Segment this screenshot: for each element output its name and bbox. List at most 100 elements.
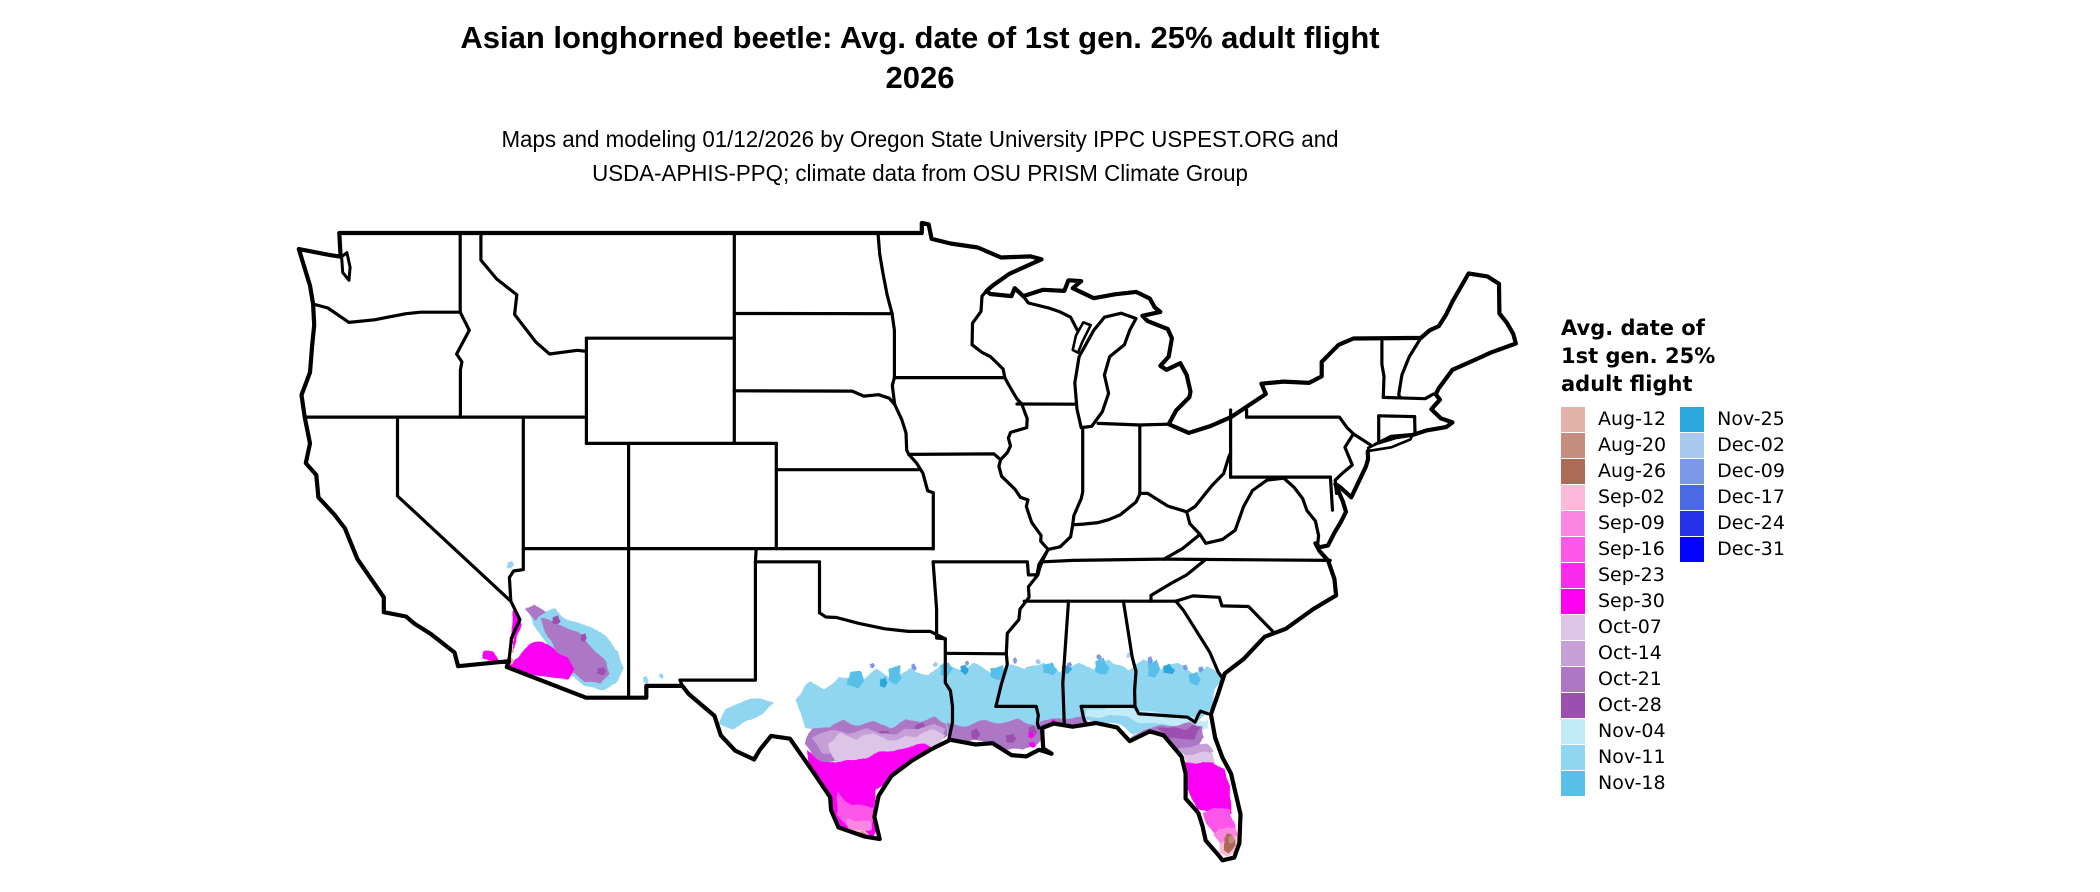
region-oct-28	[970, 729, 981, 741]
legend-column-1: Aug-12 Aug-20 Aug-26 Sep-02 Sep-09 Sep-16 Sep-…	[1561, 406, 1666, 796]
region-sep-30	[508, 644, 576, 681]
region-dec-09	[964, 661, 971, 668]
legend-label: Sep-02	[1598, 486, 1665, 508]
legend-swatch-Nov-25	[1680, 406, 1705, 432]
region-nov-25	[878, 676, 889, 689]
legend-swatch-Dec-17	[1680, 484, 1705, 510]
state-border-line	[1096, 421, 1171, 427]
region-aug-20	[1226, 836, 1232, 844]
state-border-line	[1133, 704, 1210, 724]
legend-swatch-Sep-30	[1561, 588, 1585, 614]
legend-swatch-Oct-21	[1561, 666, 1585, 692]
region-dec-09	[1148, 657, 1154, 664]
legend-label: Oct-21	[1598, 668, 1662, 690]
region-nov-04	[1085, 706, 1208, 731]
legend-row: Nov-04	[1561, 718, 1666, 744]
page-title-line2: 2026	[885, 60, 955, 95]
region-aug-12	[1208, 871, 1212, 875]
legend-row: Oct-28	[1561, 692, 1666, 718]
legend-label: Aug-20	[1598, 434, 1667, 456]
region-oct-28	[581, 635, 590, 646]
state-border-line	[1079, 704, 1088, 727]
legend-label: Dec-09	[1717, 460, 1785, 482]
state-border-line	[1149, 557, 1208, 603]
subtitle-block: Maps and modeling 01/12/2026 by Oregon S…	[315, 122, 1525, 190]
state-border-line	[943, 651, 1008, 656]
region-aug-12	[1201, 873, 1205, 877]
legend-column-2: Nov-25 Dec-02 Dec-09 Dec-17 Dec-24 Dec-31	[1680, 406, 1785, 562]
state-border-line	[732, 389, 897, 407]
legend-swatch-Nov-11	[1561, 744, 1585, 770]
legend-swatch-Nov-04	[1561, 718, 1585, 744]
region-dec-02	[1125, 653, 1131, 660]
legend-row: Oct-21	[1561, 666, 1666, 692]
state-border-line	[1328, 475, 1335, 512]
state-border-line	[893, 402, 935, 551]
state-border-line	[1377, 414, 1417, 419]
legend-swatch-Sep-02	[1561, 484, 1585, 510]
region-nov-18	[1095, 658, 1110, 675]
legend-label: Sep-09	[1598, 512, 1665, 534]
legend-label: Aug-26	[1598, 460, 1667, 482]
state-border-line	[1174, 594, 1274, 633]
region-oct-07	[828, 732, 944, 763]
conus-outline	[296, 220, 1518, 863]
legend-label: Nov-11	[1598, 746, 1666, 768]
legend-row: Aug-26	[1561, 458, 1666, 484]
legend-row: Nov-11	[1561, 744, 1666, 770]
state-border-line	[943, 637, 955, 741]
region-oct-21	[526, 603, 546, 620]
subtitle-line1: Maps and modeling 01/12/2026 by Oregon S…	[501, 126, 1339, 152]
legend-label: Nov-18	[1598, 772, 1666, 794]
legend-label: Sep-16	[1598, 538, 1665, 560]
state-border-line	[876, 231, 894, 316]
state-border-line	[1162, 557, 1332, 562]
state-border-line	[479, 231, 588, 356]
state-border-line	[753, 547, 758, 564]
legend-swatch-Oct-14	[1561, 640, 1585, 666]
data-overlay	[481, 560, 1238, 877]
state-border-line	[395, 415, 522, 663]
region-dec-02	[931, 661, 937, 668]
green-bay	[1071, 321, 1092, 354]
state-border-line	[817, 611, 947, 641]
legend-label: Sep-23	[1598, 564, 1665, 586]
region-dec-09	[867, 662, 874, 669]
legend-label: Sep-30	[1598, 590, 1665, 612]
legend-swatch-Oct-28	[1561, 692, 1585, 718]
region-sep-30	[481, 651, 501, 662]
legend-swatch-Dec-09	[1680, 458, 1705, 484]
legend-title-line1: Avg. date of	[1561, 316, 1705, 340]
region-aug-12	[511, 649, 516, 654]
region-sep-30	[1026, 728, 1034, 737]
legend-row: Sep-02	[1561, 484, 1666, 510]
legend-row: Nov-18	[1561, 770, 1666, 796]
region-sep-30	[1029, 740, 1037, 749]
state-border-line	[455, 310, 471, 419]
subtitle-line2: USDA-APHIS-PPQ; climate data from OSU PR…	[592, 160, 1248, 186]
region-nov-18	[990, 662, 1005, 679]
legend-columns: Aug-12 Aug-20 Aug-26 Sep-02 Sep-09 Sep-16 Sep-…	[1561, 406, 1785, 796]
lake-michigan	[1073, 311, 1138, 430]
legend-swatch-Aug-26	[1561, 458, 1585, 484]
state-border-line	[1351, 432, 1372, 447]
region-nov-18	[848, 671, 863, 688]
region-nov-11	[794, 659, 1224, 738]
region-dec-02	[1036, 657, 1042, 664]
legend-row: Dec-02	[1680, 432, 1785, 458]
region-dec-09	[1181, 662, 1188, 669]
state-border-line	[1185, 510, 1202, 536]
legend-swatch-Sep-23	[1561, 562, 1585, 588]
legend-row: Nov-25	[1680, 406, 1785, 432]
legend-label: Nov-04	[1598, 720, 1666, 742]
region-oct-28	[1004, 733, 1015, 745]
lakes-and-islands	[340, 251, 1414, 453]
state-border-line	[1071, 423, 1085, 527]
legend-swatch-Sep-09	[1561, 510, 1585, 536]
state-border-line	[1250, 476, 1321, 548]
legend-swatch-Nov-18	[1561, 770, 1585, 796]
legend-row: Dec-09	[1680, 458, 1785, 484]
legend-row: Oct-07	[1561, 614, 1666, 640]
state-border-line	[994, 704, 1041, 730]
